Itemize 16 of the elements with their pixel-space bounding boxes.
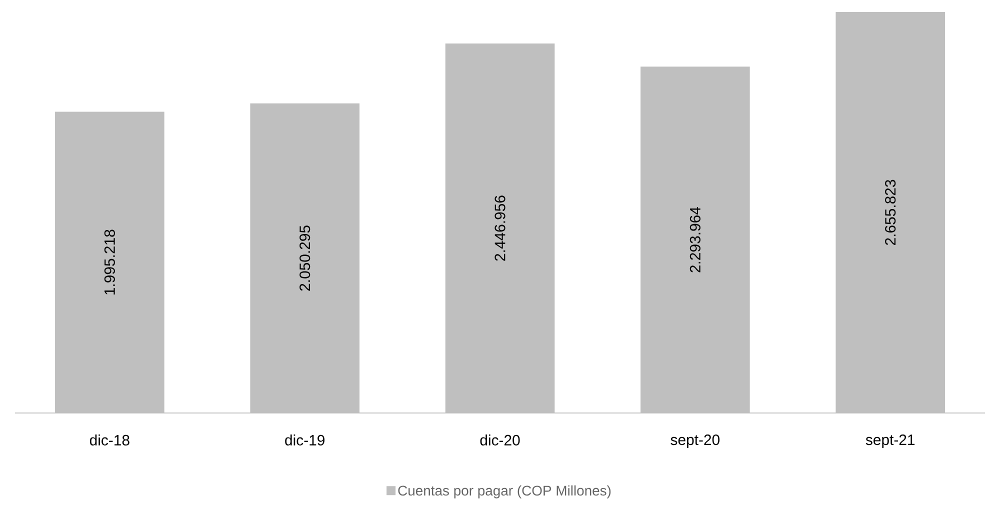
data-label: 1.995.218 [104, 230, 115, 294]
x-tick-label: sept-21 [866, 434, 915, 448]
legend-label: Cuentas por pagar (COP Millones) [398, 485, 611, 498]
x-tick-label: dic-20 [480, 434, 520, 446]
data-label: 2.446.956 [494, 196, 506, 261]
bar [836, 12, 946, 413]
bar [55, 112, 164, 413]
data-label: 2.050.295 [300, 226, 310, 291]
bar [250, 103, 360, 413]
data-label: 2.293.964 [690, 207, 700, 272]
x-tick-label: sept-20 [670, 434, 720, 448]
bar [640, 66, 750, 413]
x-tick-label: dic-19 [285, 434, 324, 446]
bar [445, 44, 555, 413]
data-label: 2.655.823 [885, 180, 896, 245]
x-tick-label: dic-18 [90, 434, 130, 446]
